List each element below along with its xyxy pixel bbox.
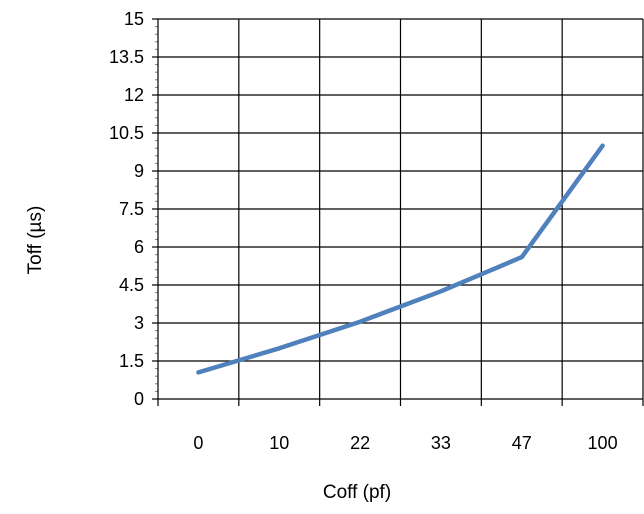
x-tick-label: 22: [350, 433, 370, 453]
y-tick-labels: 0 1.5 3 4.5 6 7.5 9 10.5 12 13.5 15: [109, 9, 144, 409]
x-tick-label: 0: [193, 433, 203, 453]
y-tick-label: 6: [134, 237, 144, 257]
grid-lines: [158, 18, 644, 399]
y-axis-title: Toff (µs): [25, 206, 46, 275]
y-tick-label: 9: [134, 161, 144, 181]
y-tick-label: 4.5: [119, 275, 144, 295]
x-tick-labels: 0 10 22 33 47 100: [193, 433, 617, 453]
y-tick-label: 15: [124, 9, 144, 29]
y-tick-label: 10.5: [109, 123, 144, 143]
x-tick-label: 100: [588, 433, 618, 453]
x-tick-label: 47: [512, 433, 532, 453]
x-tick-label: 10: [269, 433, 289, 453]
series-lines: [196, 143, 605, 375]
series-line: [196, 143, 605, 375]
axes: [152, 18, 644, 406]
x-axis-title: Coff (pf): [323, 482, 391, 503]
y-tick-label: 0: [134, 389, 144, 409]
y-tick-label: 3: [134, 313, 144, 333]
y-tick-label: 1.5: [119, 351, 144, 371]
x-tick-label: 33: [431, 433, 451, 453]
y-tick-label: 12: [124, 85, 144, 105]
y-tick-label: 7.5: [119, 199, 144, 219]
y-tick-label: 13.5: [109, 47, 144, 67]
